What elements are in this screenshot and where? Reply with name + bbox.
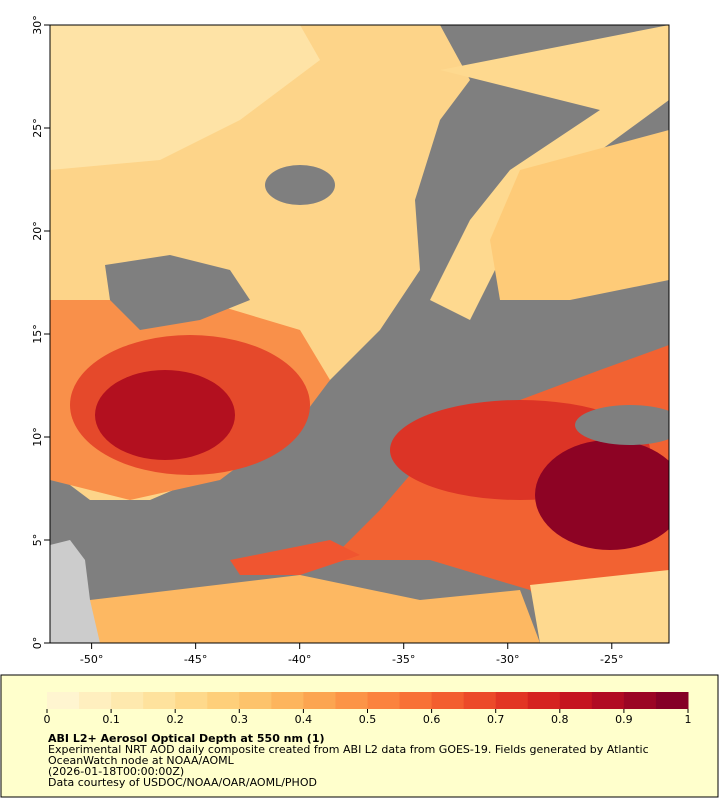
no-data-hole [575, 405, 669, 445]
colorbar-cell [623, 692, 657, 709]
y-tick-label: 25° [31, 118, 44, 138]
x-tick-label: -25° [600, 653, 623, 666]
colorbar-tick-label: 1 [685, 713, 692, 726]
map-title: ABI L2+ Aerosol Optical Depth at 550 nm … [48, 732, 325, 745]
colorbar-cell [271, 692, 304, 709]
x-tick-label: -40° [288, 653, 311, 666]
caption-line: (2026-01-18T00:00:00Z) [48, 765, 184, 778]
colorbar-tick-label: 0.3 [231, 713, 249, 726]
aod-field [50, 25, 669, 643]
aerosol-region [95, 370, 235, 460]
colorbar-tick-label: 0.5 [359, 713, 377, 726]
aerosol-region [230, 540, 360, 575]
y-tick-label: 5° [31, 534, 44, 547]
colorbar-cell [175, 692, 208, 709]
colorbar-cell [527, 692, 561, 709]
colorbar-cell [399, 692, 433, 709]
colorbar-tick-label: 0.7 [487, 713, 505, 726]
colorbar-cell [655, 692, 689, 709]
colorbar-cell [335, 692, 368, 709]
colorbar-cell [591, 692, 625, 709]
colorbar-cell [463, 692, 497, 709]
colorbar-cell [111, 692, 144, 709]
colorbar-tick-label: 0 [44, 713, 51, 726]
land [50, 540, 100, 643]
colorbar-tick-label: 0.1 [102, 713, 120, 726]
x-tick-label: -50° [80, 653, 103, 666]
colorbar-cell [303, 692, 336, 709]
x-tick-label: -45° [184, 653, 207, 666]
y-tick-label: 10° [31, 427, 44, 447]
colorbar-cell [239, 692, 272, 709]
colorbar-cell [47, 692, 80, 709]
colorbar-cell [559, 692, 593, 709]
y-tick-label: 0° [31, 637, 44, 650]
colorbar-tick-label: 0.2 [166, 713, 184, 726]
x-tick-label: -30° [496, 653, 519, 666]
aerosol-region [50, 25, 320, 170]
no-data-hole [265, 165, 335, 205]
colorbar-cell [79, 692, 112, 709]
aerosol-region [535, 440, 669, 550]
y-tick-label: 30° [31, 15, 44, 35]
caption-line: OceanWatch node at NOAA/AOML [48, 754, 235, 767]
aerosol-region [90, 575, 540, 643]
colorbar-tick-label: 0.4 [295, 713, 313, 726]
colorbar-cell [143, 692, 176, 709]
no-data-hole [105, 255, 250, 330]
colorbar-tick-label: 0.6 [423, 713, 441, 726]
colorbar-cell [207, 692, 240, 709]
aerosol-region [530, 570, 669, 643]
x-tick-label: -35° [392, 653, 415, 666]
colorbar-tick-label: 0.9 [615, 713, 633, 726]
caption-line: Experimental NRT AOD daily composite cre… [48, 743, 649, 756]
y-tick-label: 20° [31, 221, 44, 241]
aerosol-region [490, 130, 669, 300]
colorbar-tick-label: 0.8 [551, 713, 569, 726]
y-tick-label: 15° [31, 324, 44, 344]
caption-line: Data courtesy of USDOC/NOAA/OAR/AOML/PHO… [48, 776, 317, 789]
colorbar-cell [431, 692, 465, 709]
colorbar-cell [495, 692, 529, 709]
colorbar-cell [367, 692, 401, 709]
